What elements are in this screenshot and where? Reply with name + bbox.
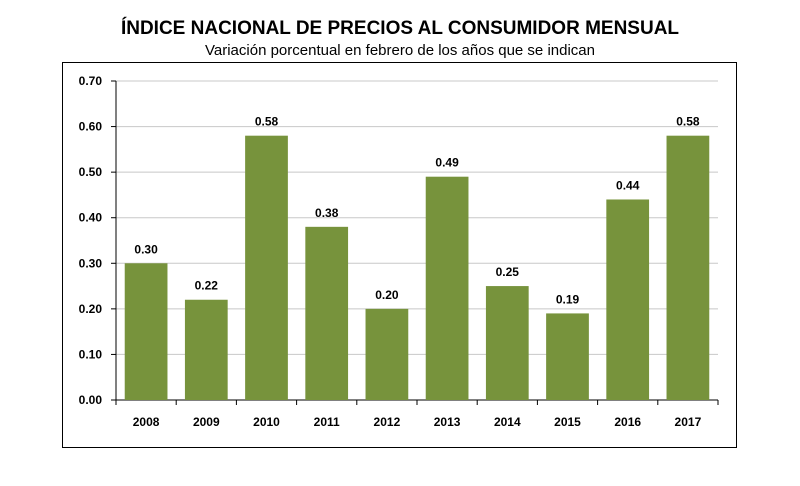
bar <box>365 308 409 400</box>
y-tick-label: 0.10 <box>79 347 103 361</box>
chart-frame <box>62 62 737 448</box>
data-label: 0.58 <box>676 115 700 129</box>
bar <box>124 263 168 400</box>
bar <box>245 135 288 400</box>
y-tick-label: 0.20 <box>79 302 103 316</box>
y-tick-label: 0.70 <box>79 74 103 88</box>
data-label: 0.20 <box>375 288 399 302</box>
bar <box>485 286 529 400</box>
x-tick-label: 2008 <box>133 415 160 429</box>
x-tick-label: 2014 <box>494 415 521 429</box>
data-label: 0.30 <box>134 242 158 256</box>
chart-subtitle: Variación porcentual en febrero de los a… <box>205 42 595 59</box>
x-tick-label: 2009 <box>193 415 220 429</box>
x-tick-label: 2010 <box>253 415 280 429</box>
data-label: 0.22 <box>195 279 219 293</box>
y-tick-label: 0.40 <box>79 211 103 225</box>
bar <box>425 176 469 400</box>
y-tick-label: 0.60 <box>79 120 103 134</box>
data-label: 0.19 <box>556 292 580 306</box>
x-tick-label: 2013 <box>434 415 461 429</box>
x-tick-label: 2015 <box>554 415 581 429</box>
y-tick-label: 0.50 <box>79 165 103 179</box>
data-label: 0.25 <box>496 265 520 279</box>
y-tick-label: 0.30 <box>79 256 103 270</box>
data-label: 0.44 <box>616 178 640 192</box>
bar <box>184 299 228 400</box>
bar <box>606 199 650 400</box>
data-label: 0.58 <box>255 115 279 129</box>
data-label: 0.49 <box>435 156 459 170</box>
y-tick-label: 0.00 <box>79 393 103 407</box>
chart-title: ÍNDICE NACIONAL DE PRECIOS AL CONSUMIDOR… <box>120 18 680 39</box>
x-tick-label: 2012 <box>374 415 401 429</box>
bar <box>666 135 710 400</box>
x-tick-label: 2016 <box>614 415 641 429</box>
bar <box>305 226 349 400</box>
data-label: 0.38 <box>315 206 339 220</box>
bar <box>546 313 589 400</box>
x-tick-label: 2011 <box>314 415 340 429</box>
x-tick-label: 2017 <box>675 415 702 429</box>
